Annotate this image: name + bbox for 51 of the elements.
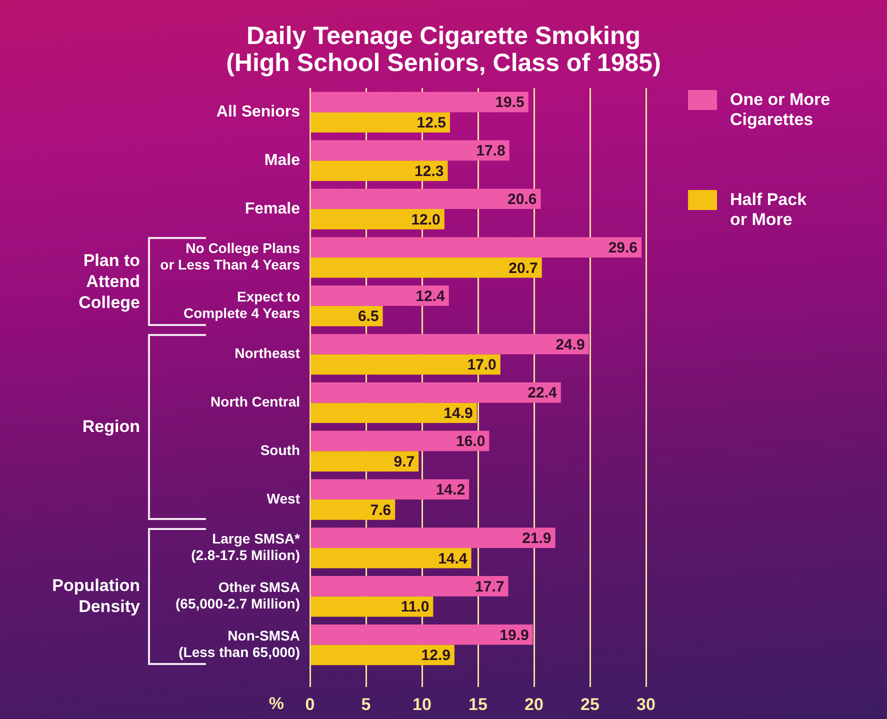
- data-label: 22.4: [528, 384, 558, 402]
- data-label: 11.0: [400, 598, 430, 616]
- data-label: 17.8: [476, 142, 506, 160]
- data-label: 17.7: [475, 578, 504, 596]
- data-label: 6.5: [358, 308, 379, 326]
- legend-label: Half Pack or More: [730, 190, 807, 230]
- data-label: 19.5: [495, 94, 524, 112]
- y-tick-label: Female: [244, 200, 300, 218]
- data-label: 14.4: [438, 550, 468, 568]
- data-label: 14.2: [436, 482, 466, 499]
- data-label: 20.7: [508, 260, 538, 277]
- x-tick-label: 5: [361, 694, 371, 714]
- chart-title: Daily Teenage Cigarette Smoking: [245, 22, 642, 50]
- y-tick-label: Northeast: [234, 345, 300, 362]
- y-tick-label: Male: [264, 152, 300, 170]
- x-tick-label: 25: [580, 694, 600, 714]
- x-tick-label: 10: [412, 694, 432, 714]
- chart-subtitle: (High School Seniors, Class of 1985): [225, 49, 662, 77]
- y-tick-label: Other SMSA (65,000-2.7 Million): [176, 578, 300, 612]
- data-label: 12.0: [411, 211, 440, 228]
- y-tick-label: North Central: [210, 394, 300, 410]
- data-label: 16.0: [456, 433, 486, 450]
- data-label: 19.9: [500, 626, 529, 644]
- data-label: 12.5: [416, 114, 446, 132]
- x-tick-label: 20: [524, 694, 544, 714]
- data-label: 21.9: [522, 530, 552, 547]
- y-tick-label: Expect to Complete 4 Years: [184, 288, 300, 322]
- y-tick-label: South: [260, 442, 300, 458]
- data-label: 17.0: [467, 356, 496, 374]
- y-tick-label: All Seniors: [216, 104, 300, 121]
- legend-label: One or More Cigarettes: [730, 90, 830, 130]
- x-tick-label: 0: [305, 694, 315, 714]
- x-tick-label: 30: [636, 694, 656, 714]
- y-tick-label: Non-SMSA (Less than 65,000): [178, 627, 300, 660]
- x-axis-title: %: [268, 694, 284, 714]
- y-tick-label: West: [266, 490, 300, 506]
- text: Region: [82, 416, 140, 438]
- y-tick-label: No College Plans or Less Than 4 Years: [160, 240, 300, 273]
- text: Population Density: [52, 575, 140, 618]
- x-tick-label: 15: [468, 694, 488, 714]
- data-label: 12.4: [416, 288, 446, 305]
- data-label: 29.6: [608, 239, 638, 256]
- text: Plan to Attend College: [78, 250, 140, 314]
- data-label: 20.6: [508, 191, 537, 208]
- y-tick-label: Large SMSA* (2.8-17.5 Million): [191, 530, 301, 564]
- data-label: 7.6: [370, 502, 392, 519]
- data-label: 9.7: [394, 453, 415, 470]
- data-label: 12.9: [421, 647, 450, 664]
- data-label: 14.9: [444, 405, 473, 422]
- data-label: 24.9: [556, 336, 585, 354]
- data-label: 12.3: [414, 162, 444, 180]
